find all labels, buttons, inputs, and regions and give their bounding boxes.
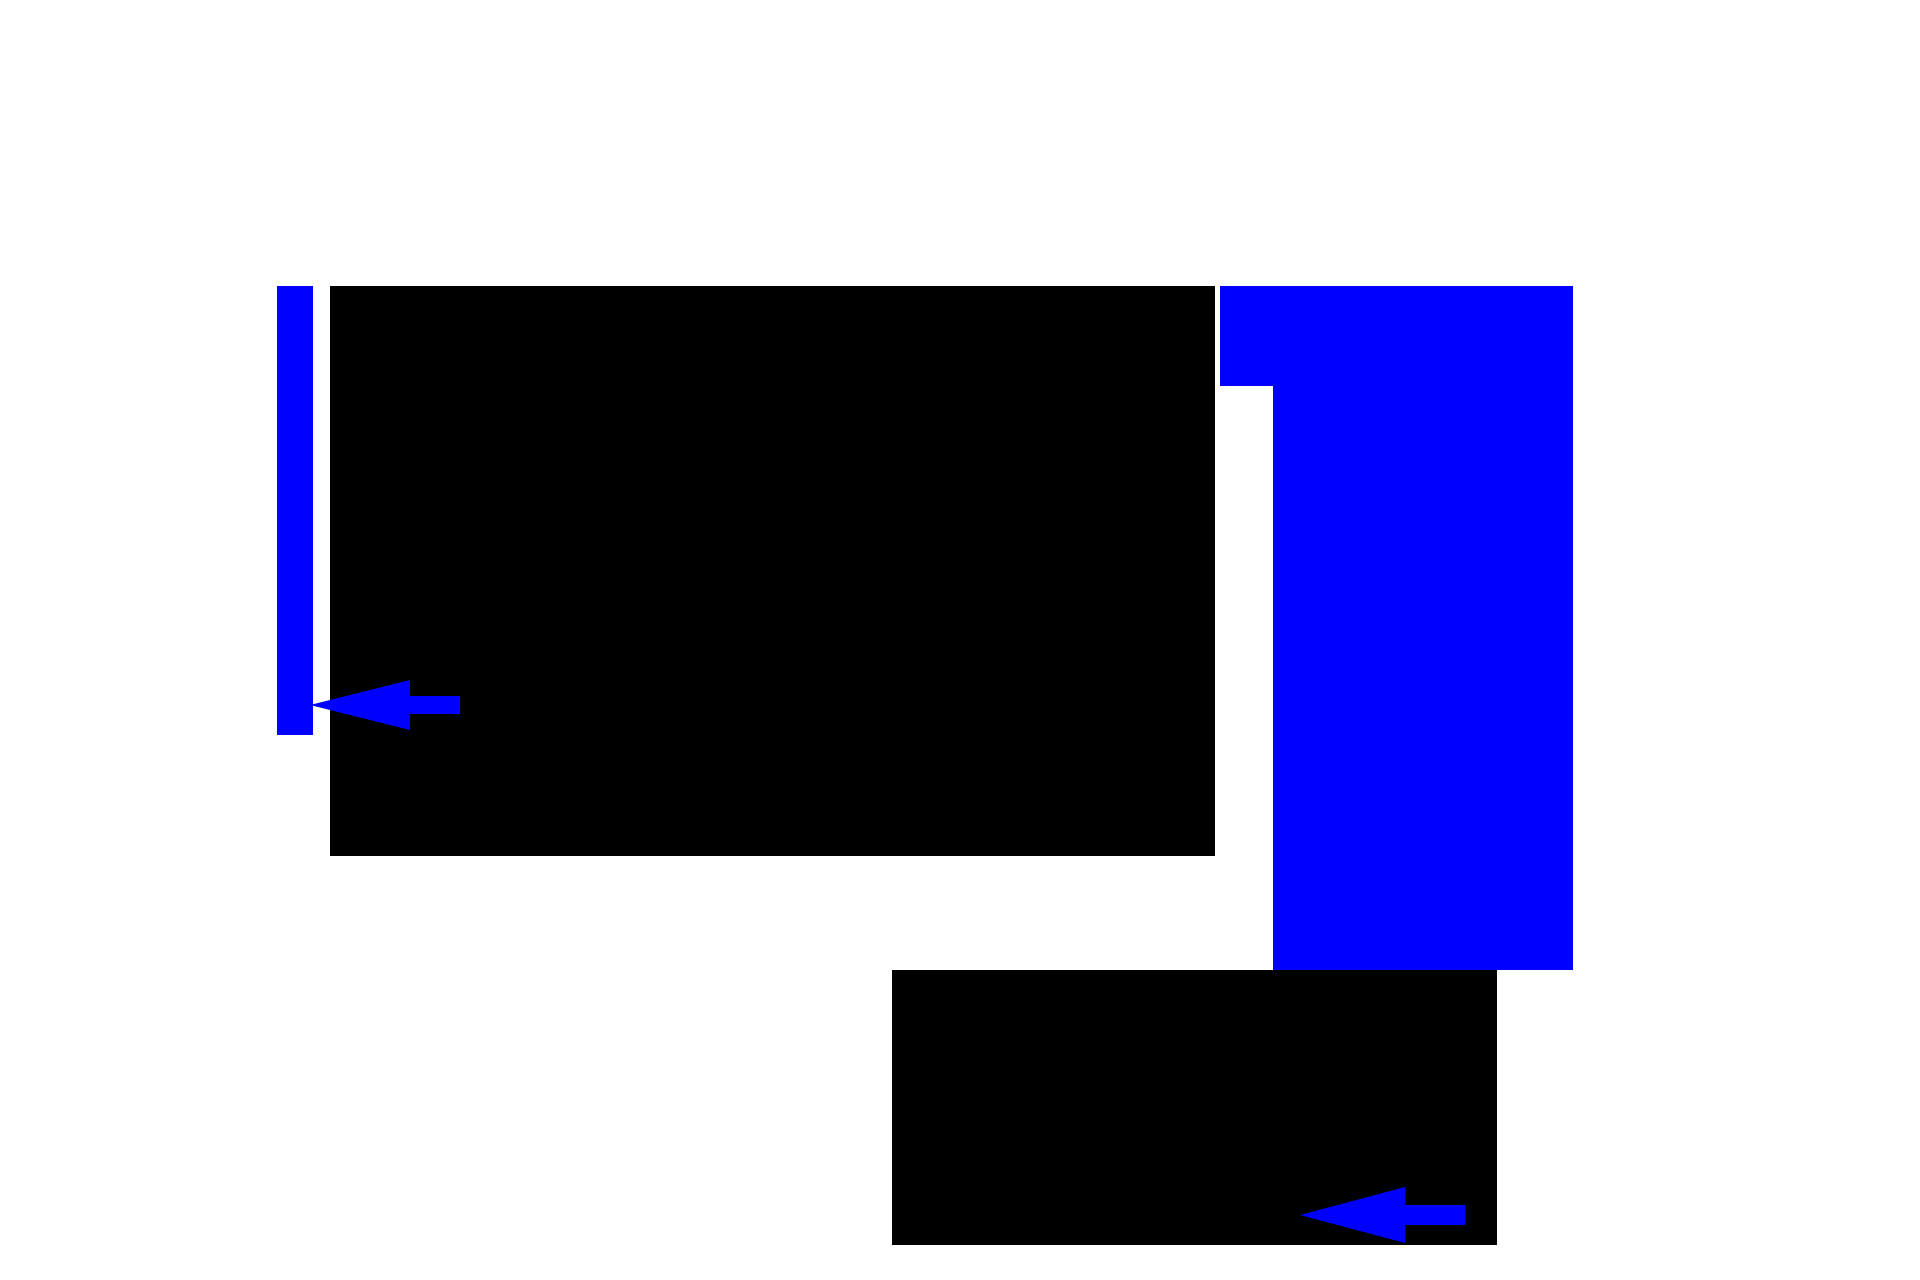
arrow-left-shaft bbox=[410, 696, 460, 714]
block-bottom bbox=[892, 970, 1497, 1245]
connector-right-vertical bbox=[1273, 286, 1573, 970]
diagram-canvas bbox=[0, 0, 1920, 1280]
connector-left bbox=[277, 286, 313, 735]
arrow-bottom-shaft bbox=[1405, 1205, 1465, 1225]
block-top bbox=[330, 286, 1215, 856]
